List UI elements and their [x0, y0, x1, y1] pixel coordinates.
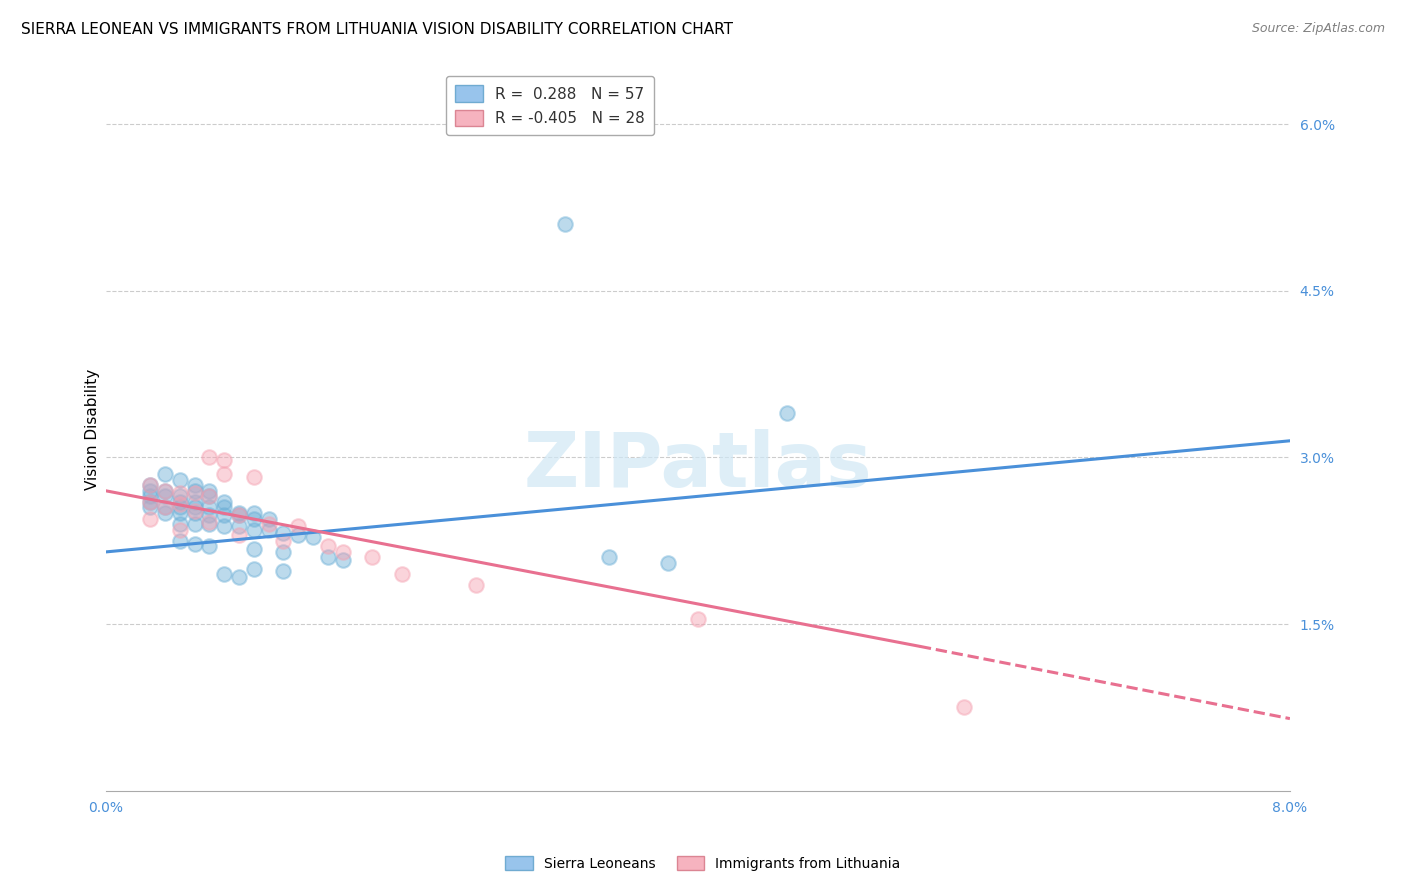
Point — [169, 523, 191, 537]
Point — [183, 478, 205, 492]
Point — [153, 467, 176, 482]
Point — [361, 550, 384, 565]
Point — [183, 483, 205, 498]
Point — [302, 531, 325, 545]
Point — [273, 545, 295, 559]
Point — [214, 452, 236, 467]
Point — [257, 523, 280, 537]
Point — [198, 483, 221, 498]
Legend: Sierra Leoneans, Immigrants from Lithuania: Sierra Leoneans, Immigrants from Lithuan… — [499, 850, 907, 876]
Point — [198, 450, 221, 465]
Point — [139, 495, 162, 509]
Point — [214, 508, 236, 523]
Point — [169, 495, 191, 509]
Point — [198, 517, 221, 532]
Text: ZIPatlas: ZIPatlas — [523, 429, 872, 503]
Point — [139, 483, 162, 498]
Point — [198, 489, 221, 503]
Point — [391, 567, 413, 582]
Point — [316, 540, 339, 554]
Point — [198, 540, 221, 554]
Point — [228, 570, 250, 584]
Point — [139, 489, 162, 503]
Point — [198, 489, 221, 503]
Point — [153, 506, 176, 520]
Point — [273, 533, 295, 548]
Point — [228, 508, 250, 523]
Point — [287, 528, 309, 542]
Point — [183, 506, 205, 520]
Point — [243, 506, 266, 520]
Point — [657, 556, 679, 570]
Point — [214, 500, 236, 515]
Point — [243, 541, 266, 556]
Point — [243, 511, 266, 525]
Point — [332, 545, 354, 559]
Legend: R =  0.288   N = 57, R = -0.405   N = 28: R = 0.288 N = 57, R = -0.405 N = 28 — [446, 76, 654, 136]
Point — [243, 523, 266, 537]
Text: SIERRA LEONEAN VS IMMIGRANTS FROM LITHUANIA VISION DISABILITY CORRELATION CHART: SIERRA LEONEAN VS IMMIGRANTS FROM LITHUA… — [21, 22, 733, 37]
Point — [214, 495, 236, 509]
Point — [214, 519, 236, 533]
Point — [183, 504, 205, 518]
Point — [287, 519, 309, 533]
Point — [214, 467, 236, 482]
Point — [183, 495, 205, 509]
Point — [273, 564, 295, 578]
Point — [169, 506, 191, 520]
Point — [153, 483, 176, 498]
Point — [598, 550, 620, 565]
Text: Source: ZipAtlas.com: Source: ZipAtlas.com — [1251, 22, 1385, 36]
Point — [139, 500, 162, 515]
Point — [332, 552, 354, 566]
Point — [228, 508, 250, 523]
Point — [183, 486, 205, 500]
Y-axis label: Vision Disability: Vision Disability — [86, 369, 100, 491]
Point — [169, 497, 191, 511]
Point — [183, 537, 205, 551]
Point — [243, 561, 266, 575]
Point — [169, 517, 191, 532]
Point — [686, 611, 709, 625]
Point — [257, 517, 280, 532]
Point — [464, 578, 486, 592]
Point — [153, 500, 176, 515]
Point — [257, 511, 280, 525]
Point — [183, 517, 205, 532]
Point — [153, 500, 176, 515]
Point — [153, 489, 176, 503]
Point — [139, 478, 162, 492]
Point — [198, 515, 221, 529]
Point — [169, 500, 191, 515]
Point — [316, 550, 339, 565]
Point — [169, 533, 191, 548]
Point — [183, 500, 205, 515]
Point — [776, 406, 799, 420]
Point — [273, 526, 295, 541]
Point — [139, 511, 162, 525]
Point — [953, 700, 976, 714]
Point — [169, 489, 191, 503]
Point — [214, 567, 236, 582]
Point — [139, 478, 162, 492]
Point — [169, 486, 191, 500]
Point — [169, 473, 191, 487]
Point — [243, 470, 266, 484]
Point — [153, 483, 176, 498]
Point — [228, 519, 250, 533]
Point — [139, 495, 162, 509]
Point — [554, 217, 576, 231]
Point — [198, 500, 221, 515]
Point — [198, 508, 221, 523]
Point — [228, 528, 250, 542]
Point — [228, 506, 250, 520]
